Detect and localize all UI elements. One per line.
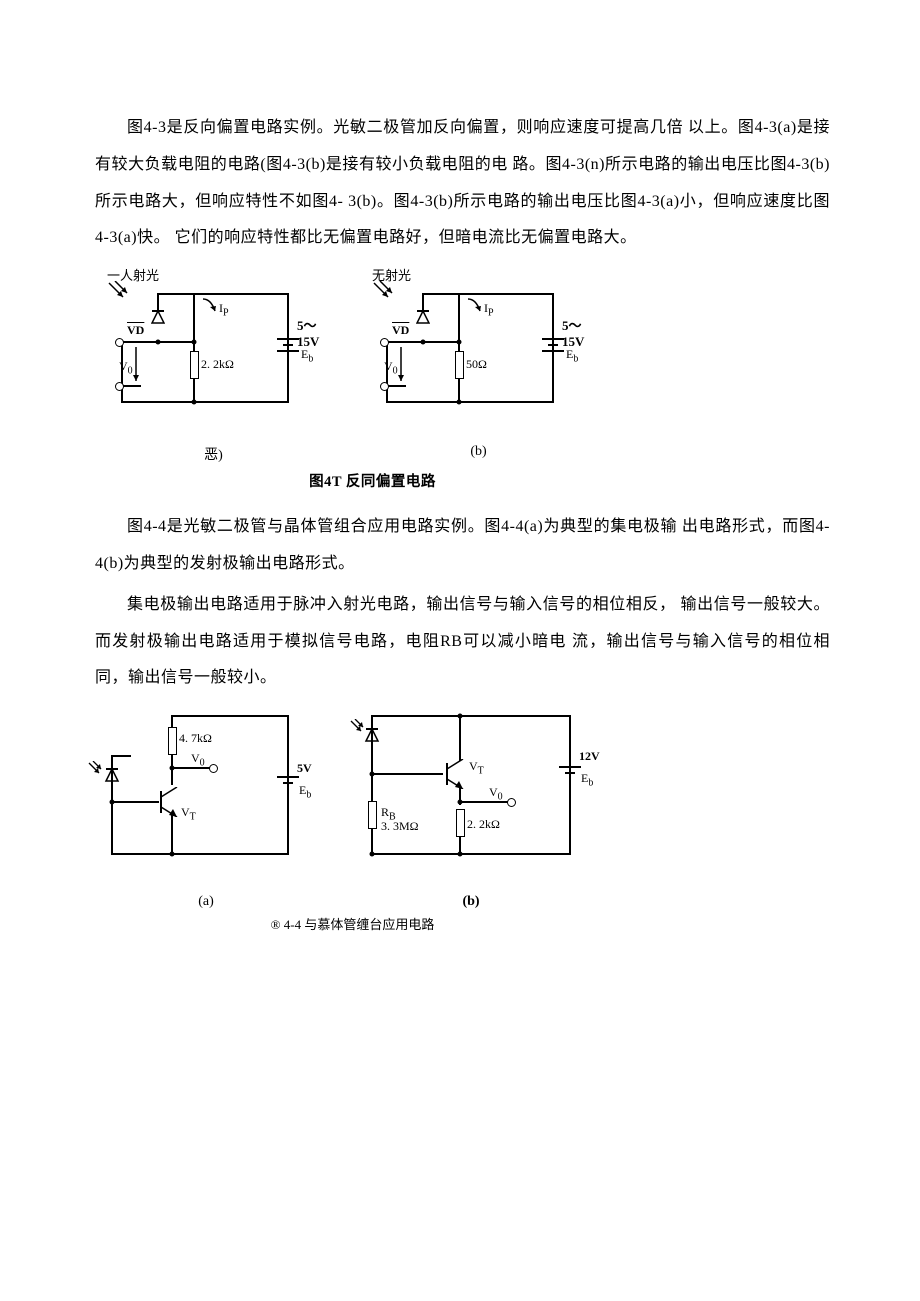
vt-label-a: VT	[181, 805, 196, 822]
battery-eb-b: Eb	[566, 347, 578, 364]
resistor-icon	[455, 351, 464, 379]
photodiode-icon	[416, 309, 430, 327]
battery-voltage: 5～15V	[297, 315, 326, 350]
resistor-a-value: 4. 7kΩ	[179, 731, 212, 746]
battery-eb: Eb	[301, 347, 313, 364]
terminal-icon	[209, 764, 218, 773]
vt-label-b: VT	[469, 759, 484, 776]
paragraph-1: 图4-3是反向偏置电路实例。光敏二极管加反向偏置，则响应速度可提高几倍 以上。图…	[95, 110, 830, 257]
battery-eb-44a: Eb	[299, 783, 311, 800]
vd-label-b: VD	[392, 323, 409, 338]
ip-label: IP	[219, 301, 229, 318]
subfig-label-b: (b)	[366, 444, 591, 460]
figure-4-3-a: 一人射光 VD	[101, 265, 326, 464]
battery-voltage-b: 5～15V	[562, 315, 591, 350]
subfig-label-44b: (b)	[341, 894, 601, 910]
vo-label-44b: V0	[489, 785, 503, 802]
battery-voltage-44a: 5V	[297, 761, 312, 776]
paragraph-2: 图4-4是光敏二极管与晶体管组合应用电路实例。图4-4(a)为典型的集电极输 出…	[95, 509, 830, 583]
light-arrow-icon	[372, 281, 394, 303]
vo-label-b: V0	[384, 359, 398, 376]
battery-eb-44b: Eb	[581, 771, 593, 788]
resistor-value: 2. 2kΩ	[201, 357, 234, 372]
ip-label-b: IP	[484, 301, 494, 318]
figure-4-4-caption: ® 4-4 与慕体管缠台应用电路	[0, 914, 830, 933]
light-arrow-icon	[87, 761, 103, 777]
photodiode-icon	[363, 725, 381, 747]
resistor-value-b: 50Ω	[466, 357, 487, 372]
vo-label-44a: V0	[191, 751, 205, 768]
vd-label: VD	[127, 323, 144, 338]
document-page: 图4-3是反向偏置电路实例。光敏二极管加反向偏置，则响应速度可提高几倍 以上。图…	[0, 0, 920, 1011]
resistor-rb-icon	[368, 801, 377, 829]
figure-4-3-caption: 图4T 反同偏置电路	[0, 470, 830, 491]
photodiode-icon	[103, 765, 121, 787]
resistor-icon	[456, 809, 465, 837]
battery-voltage-44b: 12V	[579, 749, 600, 764]
figure-4-3-b: 无射光 VD IP	[366, 265, 591, 464]
figure-4-3: 一人射光 VD	[95, 265, 830, 491]
paragraph-3: 集电极输出电路适用于脉冲入射光电路，输出信号与输入信号的相位相反， 输出信号一般…	[95, 587, 830, 697]
light-arrow-icon	[107, 281, 129, 303]
resistor-icon	[168, 727, 177, 755]
light-arrow-icon	[349, 719, 365, 735]
figure-4-4-b: VT V0 2. 2kΩ	[341, 705, 601, 910]
terminal-icon	[507, 798, 516, 807]
subfig-label-44a: (a)	[101, 894, 311, 910]
rb-value: 3. 3MΩ	[381, 819, 419, 834]
photodiode-icon	[151, 309, 165, 327]
vo-label: V0	[119, 359, 133, 376]
resistor-icon	[190, 351, 199, 379]
r2-value: 2. 2kΩ	[467, 817, 500, 832]
subfig-label-a: 恶)	[101, 444, 326, 464]
figure-4-4: 4. 7kΩ V0	[95, 705, 830, 933]
transistor-icon	[441, 759, 471, 789]
figure-4-4-a: 4. 7kΩ V0	[101, 705, 311, 910]
